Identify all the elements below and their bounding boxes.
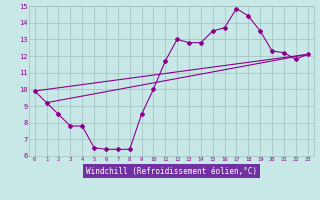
X-axis label: Windchill (Refroidissement éolien,°C): Windchill (Refroidissement éolien,°C) (86, 167, 257, 176)
